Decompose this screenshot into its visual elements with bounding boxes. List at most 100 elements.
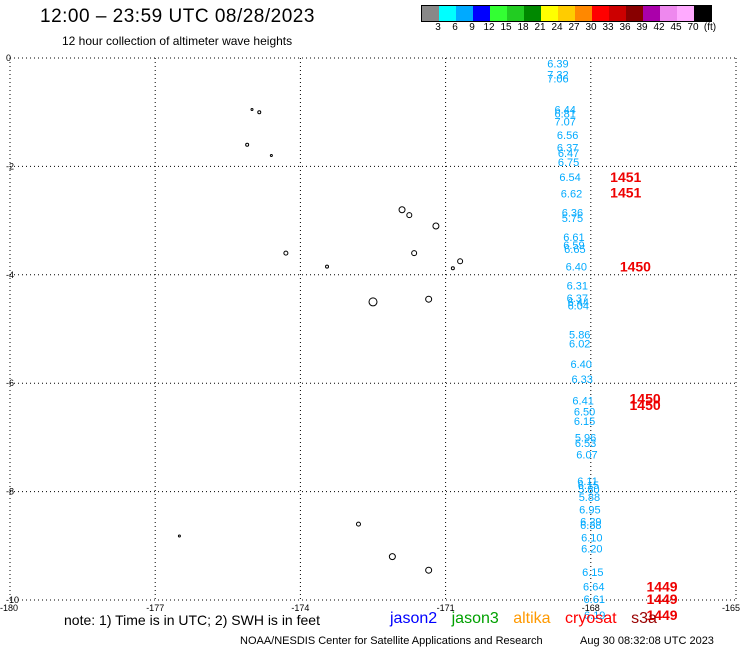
- credit-line: NOAA/NESDIS Center for Satellite Applica…: [240, 635, 543, 647]
- wave-height-value: 6.15: [582, 567, 603, 579]
- island-outline: [425, 566, 433, 574]
- wave-height-value: 6.40: [566, 262, 587, 274]
- wave-height-value: 6.53: [575, 438, 596, 450]
- island-outline: [283, 250, 289, 256]
- color-swatch: [524, 6, 541, 21]
- color-swatch: [575, 6, 592, 21]
- color-swatch: [677, 6, 694, 21]
- island-outline: [450, 266, 455, 271]
- wave-height-value: 6.59: [563, 240, 584, 252]
- wave-height-value: 6.38: [580, 520, 601, 532]
- color-swatch: [558, 6, 575, 21]
- color-scale-label: 30: [585, 22, 597, 33]
- color-scale-label: 24: [551, 22, 563, 33]
- legend-jason2: jason2: [390, 610, 438, 627]
- legend-altika: altika: [513, 610, 551, 627]
- pass-time-label: 1451: [610, 184, 641, 200]
- x-tick-label: -174: [291, 603, 309, 613]
- wave-height-value: 6.02: [569, 339, 590, 351]
- wave-height-value: 5.86: [569, 329, 590, 341]
- wave-height-value: 6.36: [562, 207, 583, 219]
- island-outline: [457, 258, 464, 265]
- color-scale-label: 39: [636, 22, 648, 33]
- legend-jason3: jason3: [451, 610, 499, 627]
- wave-height-value: 5.88: [579, 492, 600, 504]
- island-outline: [269, 154, 273, 158]
- color-scale-label: 45: [670, 22, 682, 33]
- color-swatch: [422, 6, 439, 21]
- generation-timestamp: Aug 30 08:32:08 UTC 2023: [580, 635, 714, 647]
- pass-time-label: 1450: [630, 397, 661, 413]
- pass-time-label: 1451: [610, 169, 641, 185]
- color-scale-label: 33: [602, 22, 614, 33]
- y-tick-label: -6: [6, 378, 14, 388]
- color-swatch: [694, 6, 711, 21]
- wave-height-value: 6.04: [568, 301, 589, 313]
- wave-height-value: 6.31: [567, 281, 588, 293]
- satellite-legend: jason2 jason3 altika cryosat s3a: [390, 610, 667, 628]
- x-tick-label: -171: [437, 603, 455, 613]
- color-swatch: [660, 6, 677, 21]
- pass-time-label: 1449: [646, 578, 677, 594]
- y-tick-label: -8: [6, 487, 14, 497]
- color-swatch: [473, 6, 490, 21]
- wave-height-value: 5.75: [562, 213, 583, 225]
- island-outline: [432, 222, 440, 230]
- wave-height-value: 6.15: [578, 480, 599, 492]
- color-scale-label: 70: [687, 22, 699, 33]
- color-scale-label: 42: [653, 22, 665, 33]
- pass-time-label: 1449: [646, 591, 677, 607]
- wave-height-value: 6.61: [563, 232, 584, 244]
- y-tick-label: -10: [6, 595, 19, 605]
- wave-height-value: 6.75: [558, 157, 579, 169]
- map-subtitle: 12 hour collection of altimeter wave hei…: [62, 34, 293, 48]
- pass-time-label: 1450: [620, 259, 651, 275]
- y-tick-label: -2: [6, 161, 14, 171]
- wave-height-value: 6.56: [557, 130, 578, 142]
- wave-height-value: 6.37: [557, 142, 578, 154]
- x-tick-label: -177: [146, 603, 164, 613]
- wave-height-value: 6.29: [580, 516, 601, 528]
- island-outline: [425, 295, 433, 303]
- wave-height-value: 6.44: [568, 297, 589, 309]
- color-swatch: [439, 6, 456, 21]
- color-scale-label: 9: [469, 22, 475, 33]
- color-swatch: [643, 6, 660, 21]
- color-scale-label: 21: [534, 22, 546, 33]
- color-scale-label: 18: [517, 22, 529, 33]
- wave-height-value: 6.40: [570, 359, 591, 371]
- map-title: 12:00 – 23:59 UTC 08/28/2023: [40, 6, 315, 27]
- color-swatch: [490, 6, 507, 21]
- x-tick-label: -168: [582, 603, 600, 613]
- wave-height-value: 6.41: [572, 396, 593, 408]
- legend-s3a: s3a: [631, 610, 657, 627]
- wave-height-value: 6.39: [547, 58, 568, 70]
- wave-height-value: 7.07: [555, 116, 576, 128]
- island-outline: [411, 250, 418, 257]
- color-scale-label: (ft): [703, 22, 717, 33]
- island-outline: [325, 264, 330, 269]
- wave-height-value: 6.65: [564, 244, 585, 256]
- wave-height-value: 6.81: [555, 108, 576, 120]
- map-axes: -180 -177 -174 -171 -168 -165 0 -2 -4 -6 -8 -10: [0, 53, 740, 613]
- pass-time-label: 1449: [646, 607, 677, 623]
- color-scale-label: 12: [483, 22, 495, 33]
- wave-height-value: 7.32: [547, 69, 568, 81]
- wave-height-value: 6.44: [555, 104, 576, 116]
- wave-height-value: 6.50: [574, 406, 595, 418]
- island-outline: [177, 534, 181, 538]
- wave-height-value: 6.33: [571, 374, 592, 386]
- color-scale-label: 15: [500, 22, 512, 33]
- color-swatch: [626, 6, 643, 21]
- wave-height-value: 5.80: [578, 484, 599, 496]
- color-swatch: [609, 6, 626, 21]
- wave-height-value: 7.06: [547, 74, 568, 86]
- color-swatch: [456, 6, 473, 21]
- wave-height-value: 6.64: [583, 581, 604, 593]
- color-swatch: [541, 6, 558, 21]
- wave-height-value: 6.20: [581, 544, 602, 556]
- island-outline: [250, 107, 254, 111]
- island-outline: [257, 110, 262, 115]
